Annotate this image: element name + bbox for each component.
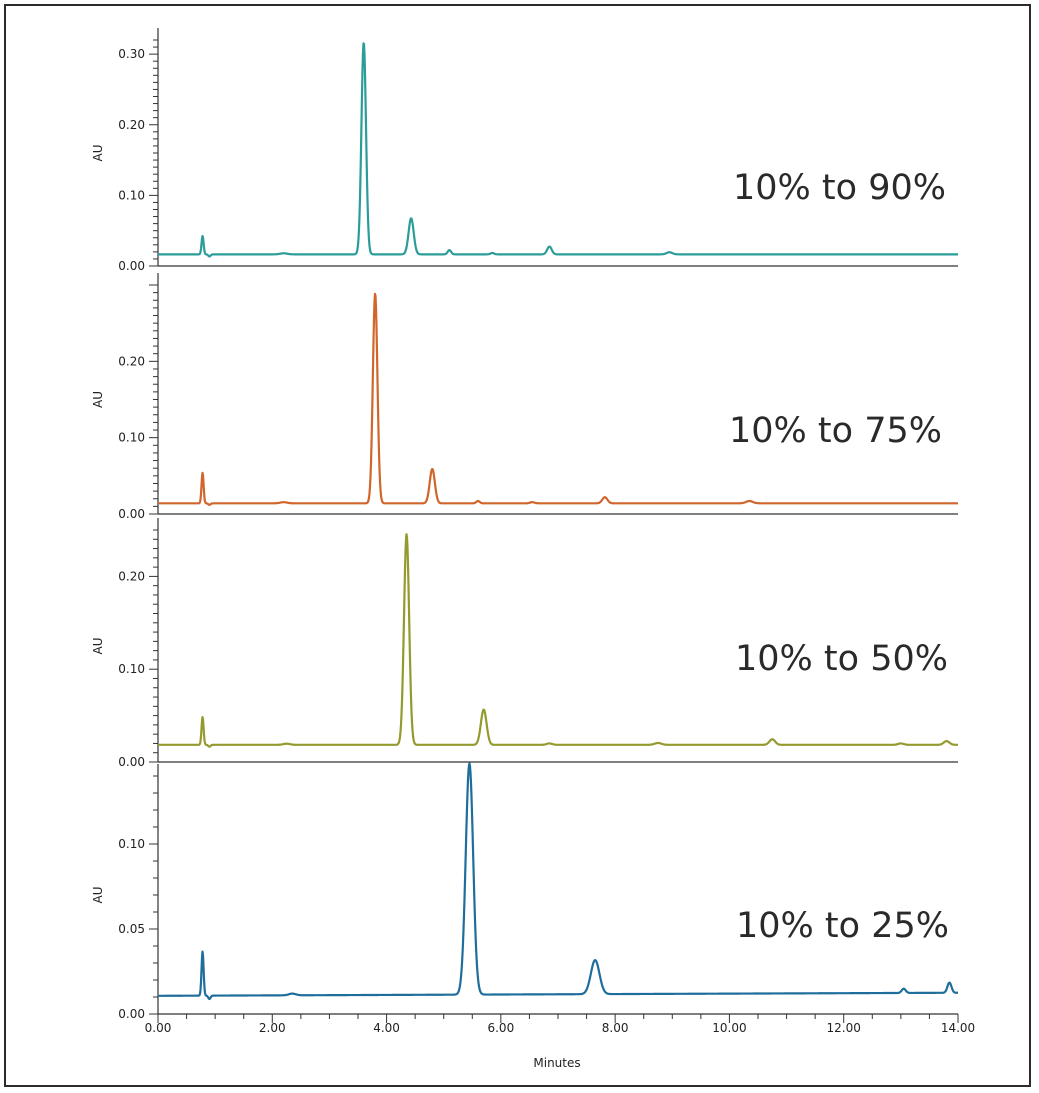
gradient-label: 10% to 50% [735, 639, 948, 679]
series-trace [157, 292, 959, 506]
y-axis-label: AU [91, 391, 105, 408]
y-tick-label: 0.20 [118, 569, 145, 583]
y-tick-label: 0.20 [118, 354, 145, 368]
figure-frame: 0.00 0.10 0.20 0.30 AU 10% to 90% 0.00 0.10 0.20… [4, 4, 1031, 1087]
y-tick-label: 0.10 [118, 188, 145, 202]
x-tick-label: 4.00 [373, 1021, 400, 1035]
y-tick-label: 0.00 [118, 259, 145, 273]
x-tick-label: 14.00 [941, 1021, 975, 1035]
y-tick-label: 0.00 [118, 755, 145, 769]
gradient-label: 10% to 25% [736, 906, 949, 946]
panel-1: 0.00 0.10 0.20 0.30 AU 10% to 90% [91, 28, 959, 273]
x-tick-label: 0.00 [145, 1021, 172, 1035]
panel-4: 0.00 0.05 0.10 AU 10% to 25% 0.00 2.00 4.00 6.00… [91, 762, 975, 1070]
series-trace [157, 762, 959, 1001]
gradient-label: 10% to 75% [729, 411, 942, 451]
panel-3: 0.00 0.10 0.20 AU 10% to 50% [91, 518, 959, 769]
chromatogram-chart: 0.00 0.10 0.20 0.30 AU 10% to 90% 0.00 0.10 0.20… [91, 28, 975, 1070]
y-axis-label: AU [91, 887, 105, 904]
x-tick-label: 6.00 [487, 1021, 514, 1035]
y-tick-label: 0.20 [118, 118, 145, 132]
y-tick-label: 0.10 [118, 662, 145, 676]
x-tick-label: 8.00 [602, 1021, 629, 1035]
y-tick-label: 0.05 [118, 922, 145, 936]
y-tick-label: 0.00 [118, 507, 145, 521]
gradient-label: 10% to 90% [733, 168, 946, 208]
y-tick-label: 0.00 [118, 1007, 145, 1021]
y-axis-label: AU [91, 145, 105, 162]
y-axis-label: AU [91, 638, 105, 655]
panel-2: 0.00 0.10 0.20 AU 10% to 75% [91, 273, 959, 521]
y-tick-label: 0.30 [118, 47, 145, 61]
x-axis-label: Minutes [533, 1056, 580, 1070]
x-tick-label: 12.00 [827, 1021, 861, 1035]
y-tick-label: 0.10 [118, 431, 145, 445]
series-trace [157, 42, 959, 258]
y-tick-label: 0.10 [118, 837, 145, 851]
series-trace [157, 533, 959, 748]
x-tick-label: 2.00 [259, 1021, 286, 1035]
x-tick-label: 10.00 [712, 1021, 746, 1035]
